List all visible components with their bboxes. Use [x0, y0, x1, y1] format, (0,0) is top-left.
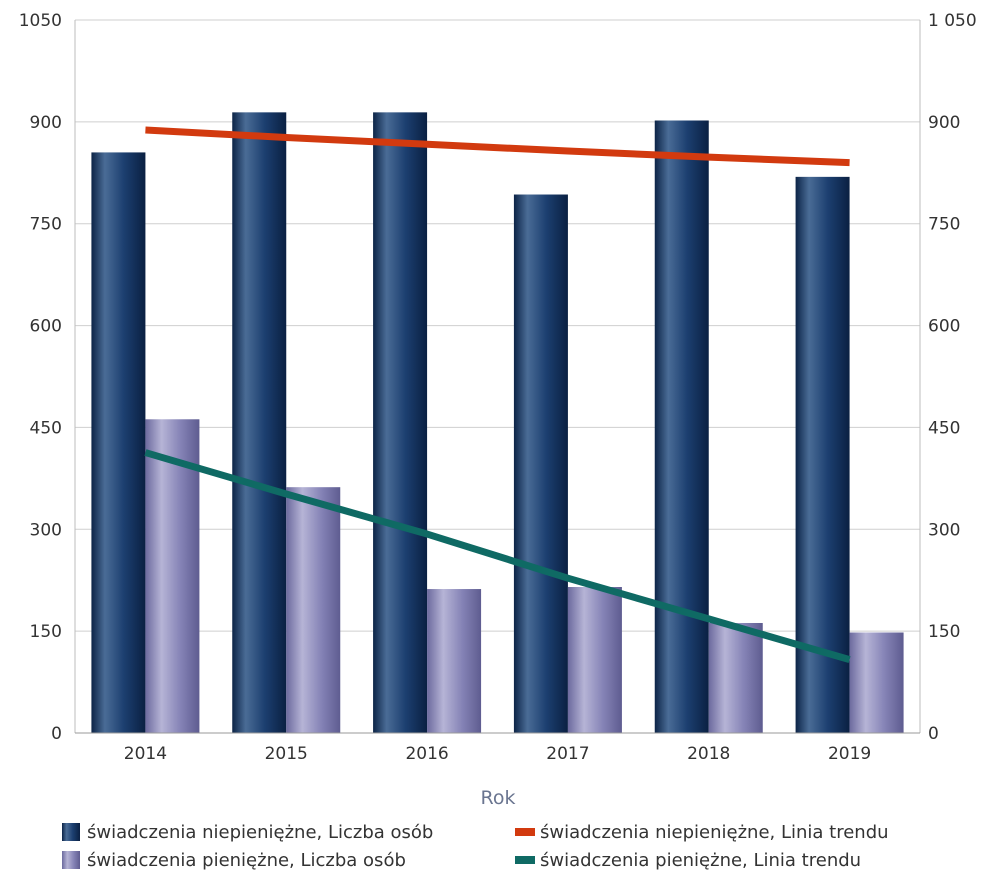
y-tick-label-right: 900 [928, 113, 960, 133]
y-tick-label-right: 1 050 [928, 11, 977, 31]
legend-label: świadczenia niepieniężne, Liczba osób [87, 822, 433, 843]
trend-line-niepieniezne [145, 126, 850, 167]
y-tick-label-left: 300 [30, 520, 62, 540]
x-axis-title: Rok [481, 787, 516, 809]
y-tick-label-right: 300 [928, 520, 960, 540]
x-tick-label: 2014 [124, 744, 167, 764]
x-tick-label: 2019 [828, 744, 871, 764]
bar-pieniezne [427, 589, 482, 733]
legend-label: świadczenia niepieniężne, Linia trendu [540, 822, 889, 843]
y-tick-label-left: 150 [30, 622, 62, 642]
x-tick-label: 2018 [687, 744, 730, 764]
legend: świadczenia niepieniężne, Liczba osób świ… [62, 822, 889, 871]
legend-swatch [62, 823, 80, 841]
y-tick-label-left: 450 [30, 418, 62, 438]
axes [74, 20, 921, 734]
trend-line-pieniezne [144, 449, 851, 664]
bar-niepieniezne [91, 152, 146, 733]
bar-pieniezne [708, 622, 763, 733]
bar-pieniezne [286, 487, 341, 733]
legend-swatch [62, 851, 80, 869]
legend-swatch [515, 856, 535, 864]
y-tick-label-right: 150 [928, 622, 960, 642]
y-tick-label-left: 750 [30, 215, 62, 235]
x-tick-label: 2016 [405, 744, 448, 764]
y-tick-label-left: 600 [30, 317, 62, 337]
bar-niepieniezne [373, 112, 428, 734]
bar-pieniezne [145, 419, 200, 733]
bar-pieniezne [567, 587, 622, 733]
y-tick-label-right: 0 [928, 724, 939, 744]
bar-pieniezne [849, 632, 904, 733]
legend-label: świadczenia pieniężne, Linia trendu [540, 850, 861, 871]
bars [91, 112, 904, 734]
y-tick-label-right: 750 [928, 215, 960, 235]
bar-niepieniezne [232, 112, 287, 734]
y-tick-label-right: 600 [928, 317, 960, 337]
gridlines [75, 19, 920, 632]
y-tick-label-left: 1050 [19, 11, 62, 31]
y-tick-label-left: 0 [51, 724, 62, 744]
bar-niepieniezne [654, 120, 709, 734]
legend-label: świadczenia pieniężne, Liczba osób [87, 850, 406, 871]
x-tick-label: 2015 [265, 744, 308, 764]
legend-swatch [515, 828, 535, 836]
bar-niepieniezne [513, 194, 568, 733]
trend-lines [144, 126, 851, 664]
tick-labels: 0 0 150 150 300 300 450 450 600 600 750 750 900 900 10… [19, 11, 977, 764]
y-tick-label-right: 450 [928, 418, 960, 438]
x-tick-label: 2017 [546, 744, 589, 764]
bar-niepieniezne [795, 176, 850, 734]
y-tick-label-left: 900 [30, 113, 62, 133]
